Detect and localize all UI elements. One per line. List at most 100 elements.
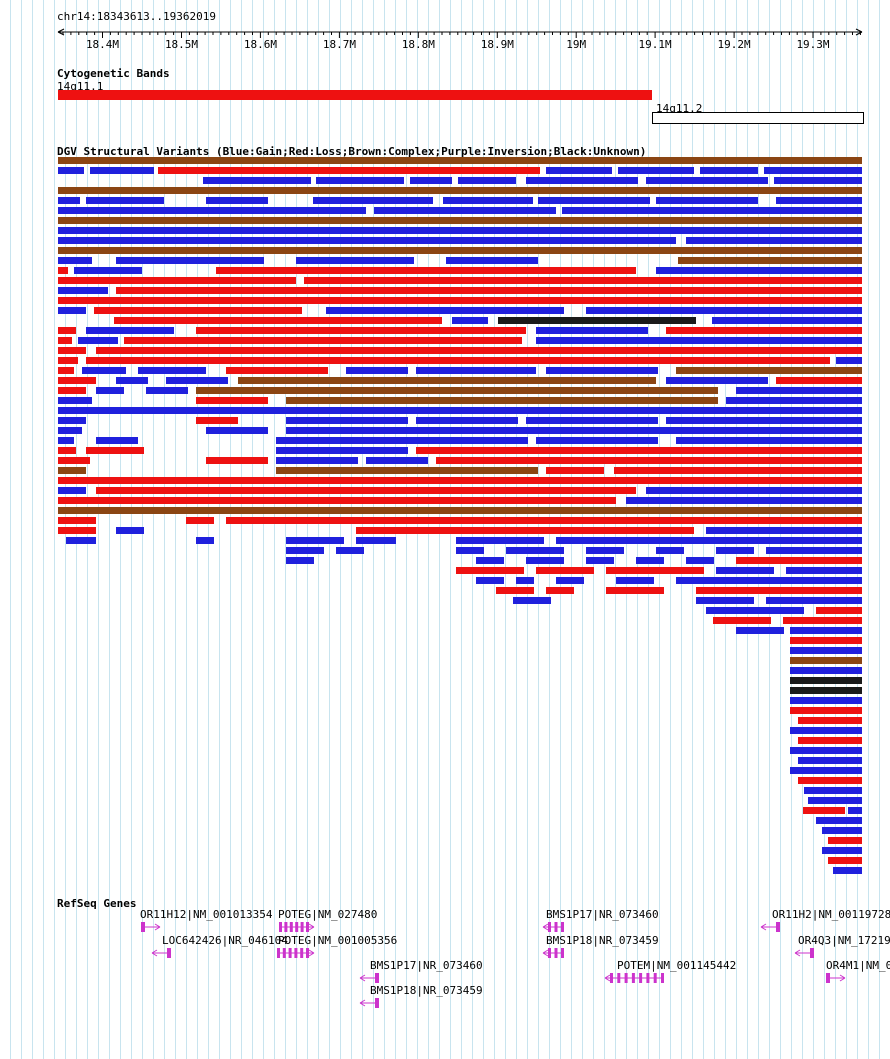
variant-bar-gain[interactable] bbox=[776, 197, 862, 204]
variant-bar-gain[interactable] bbox=[74, 267, 142, 274]
variant-bar-gain[interactable] bbox=[822, 827, 862, 834]
variant-bar-gain[interactable] bbox=[556, 537, 862, 544]
variant-bar-gain[interactable] bbox=[276, 437, 528, 444]
variant-bar-gain[interactable] bbox=[586, 547, 624, 554]
variant-bar-gain[interactable] bbox=[706, 607, 804, 614]
variant-bar-gain[interactable] bbox=[790, 747, 862, 754]
variant-bar-gain[interactable] bbox=[96, 437, 138, 444]
variant-bar-gain[interactable] bbox=[116, 527, 144, 534]
variant-bar-loss[interactable] bbox=[226, 517, 862, 524]
variant-bar-gain[interactable] bbox=[456, 547, 484, 554]
variant-bar-loss[interactable] bbox=[58, 367, 74, 374]
variant-bar-gain[interactable] bbox=[676, 577, 862, 584]
variant-bar-loss[interactable] bbox=[798, 717, 862, 724]
variant-bar-loss[interactable] bbox=[790, 637, 862, 644]
variant-bar-loss[interactable] bbox=[614, 467, 862, 474]
variant-bar-loss[interactable] bbox=[206, 457, 268, 464]
variant-bar-loss[interactable] bbox=[546, 587, 574, 594]
variant-bar-gain[interactable] bbox=[666, 417, 862, 424]
variant-bar-gain[interactable] bbox=[366, 457, 428, 464]
variant-bar-complex[interactable] bbox=[276, 467, 538, 474]
variant-bar-gain[interactable] bbox=[790, 647, 862, 654]
variant-bar-loss[interactable] bbox=[58, 527, 96, 534]
variant-bar-loss[interactable] bbox=[124, 337, 522, 344]
variant-bar-gain[interactable] bbox=[66, 537, 96, 544]
variant-bar-loss[interactable] bbox=[58, 297, 862, 304]
variant-bar-unknown[interactable] bbox=[790, 677, 862, 684]
variant-bar-loss[interactable] bbox=[96, 487, 636, 494]
variant-bar-gain[interactable] bbox=[816, 817, 862, 824]
variant-bar-gain[interactable] bbox=[766, 597, 862, 604]
variant-bar-gain[interactable] bbox=[790, 697, 862, 704]
variant-bar-loss[interactable] bbox=[58, 517, 96, 524]
variant-bar-gain[interactable] bbox=[476, 557, 504, 564]
variant-bar-loss[interactable] bbox=[828, 837, 862, 844]
variant-bar-gain[interactable] bbox=[86, 197, 164, 204]
variant-bar-complex[interactable] bbox=[58, 157, 862, 164]
variant-bar-gain[interactable] bbox=[586, 307, 862, 314]
variant-bar-gain[interactable] bbox=[790, 667, 862, 674]
variant-bar-gain[interactable] bbox=[456, 537, 544, 544]
variant-bar-gain[interactable] bbox=[452, 317, 488, 324]
variant-bar-gain[interactable] bbox=[58, 437, 74, 444]
variant-bar-unknown[interactable] bbox=[790, 687, 862, 694]
variant-bar-gain[interactable] bbox=[686, 557, 714, 564]
variant-bar-loss[interactable] bbox=[606, 587, 664, 594]
variant-bar-gain[interactable] bbox=[458, 177, 516, 184]
variant-bar-gain[interactable] bbox=[336, 547, 364, 554]
variant-bar-gain[interactable] bbox=[736, 627, 784, 634]
variant-bar-gain[interactable] bbox=[58, 407, 862, 414]
variant-bar-gain[interactable] bbox=[58, 487, 86, 494]
variant-bar-gain[interactable] bbox=[786, 567, 862, 574]
variant-bar-gain[interactable] bbox=[716, 547, 754, 554]
variant-bar-gain[interactable] bbox=[116, 377, 148, 384]
variant-bar-gain[interactable] bbox=[676, 437, 862, 444]
variant-bar-gain[interactable] bbox=[206, 197, 268, 204]
variant-bar-loss[interactable] bbox=[828, 857, 862, 864]
variant-bar-gain[interactable] bbox=[476, 577, 504, 584]
variant-bar-gain[interactable] bbox=[58, 257, 92, 264]
variant-bar-complex[interactable] bbox=[58, 507, 862, 514]
variant-bar-gain[interactable] bbox=[790, 627, 862, 634]
variant-bar-gain[interactable] bbox=[286, 427, 862, 434]
variant-bar-complex[interactable] bbox=[58, 187, 862, 194]
variant-bar-gain[interactable] bbox=[526, 417, 658, 424]
variant-bar-gain[interactable] bbox=[636, 557, 664, 564]
coordinate-ruler[interactable]: 18.4M 18.5M 18.6M 18.7M 18.8M 18.9M 19M 19.1M 19… bbox=[54, 23, 870, 51]
variant-bar-loss[interactable] bbox=[58, 387, 86, 394]
variant-bar-gain[interactable] bbox=[656, 547, 684, 554]
variant-bar-loss[interactable] bbox=[58, 357, 78, 364]
gene-glyph[interactable] bbox=[542, 921, 570, 934]
gene-glyph[interactable] bbox=[359, 972, 385, 985]
variant-bar-gain[interactable] bbox=[82, 367, 126, 374]
variant-bar-gain[interactable] bbox=[416, 367, 536, 374]
variant-bar-gain[interactable] bbox=[546, 167, 612, 174]
variant-bar-complex[interactable] bbox=[676, 367, 862, 374]
variant-bar-gain[interactable] bbox=[410, 177, 452, 184]
variant-bar-gain[interactable] bbox=[58, 427, 82, 434]
variant-bar-loss[interactable] bbox=[816, 607, 862, 614]
variant-bar-gain[interactable] bbox=[296, 257, 414, 264]
variant-bar-gain[interactable] bbox=[526, 557, 564, 564]
variant-bar-loss[interactable] bbox=[798, 777, 862, 784]
variant-bar-gain[interactable] bbox=[848, 807, 862, 814]
variant-bar-gain[interactable] bbox=[286, 547, 324, 554]
variant-bar-gain[interactable] bbox=[286, 537, 344, 544]
variant-bar-gain[interactable] bbox=[58, 197, 80, 204]
variant-bar-gain[interactable] bbox=[716, 567, 774, 574]
variant-bar-loss[interactable] bbox=[696, 587, 862, 594]
variant-bar-loss[interactable] bbox=[58, 267, 68, 274]
variant-bar-loss[interactable] bbox=[94, 307, 302, 314]
variant-bar-gain[interactable] bbox=[443, 197, 533, 204]
variant-bar-complex[interactable] bbox=[678, 257, 862, 264]
variant-bar-gain[interactable] bbox=[822, 847, 862, 854]
variant-bar-loss[interactable] bbox=[158, 167, 540, 174]
variant-bar-gain[interactable] bbox=[58, 167, 84, 174]
variant-bar-loss[interactable] bbox=[58, 447, 76, 454]
variant-bar-loss[interactable] bbox=[226, 367, 328, 374]
variant-bar-loss[interactable] bbox=[536, 567, 594, 574]
variant-bar-loss[interactable] bbox=[196, 397, 268, 404]
gene-glyph[interactable] bbox=[760, 921, 786, 934]
variant-bar-loss[interactable] bbox=[776, 377, 862, 384]
variant-bar-gain[interactable] bbox=[536, 327, 648, 334]
